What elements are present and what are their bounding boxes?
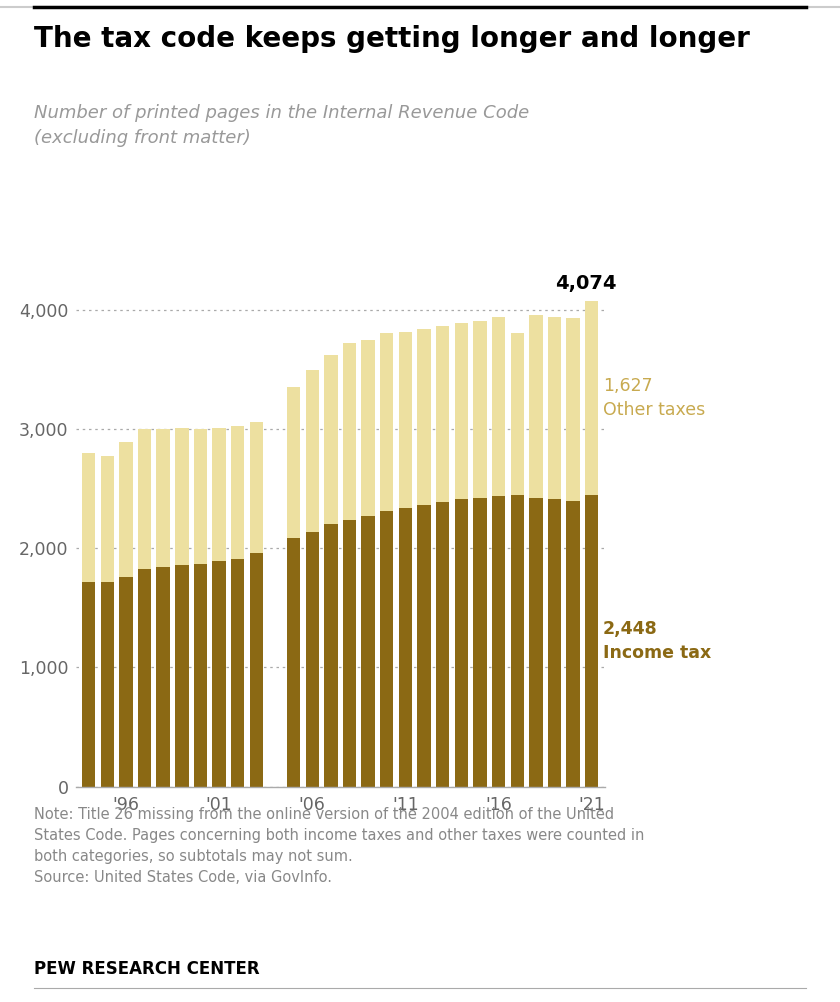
Text: The tax code keeps getting longer and longer: The tax code keeps getting longer and lo… [34,25,749,53]
Bar [417,505,431,787]
Bar [548,318,561,499]
Bar [119,442,133,577]
Text: 1,627
Other taxes: 1,627 Other taxes [603,377,706,419]
Bar [138,429,151,568]
Bar [511,333,524,495]
Bar [175,565,188,787]
Text: Note: Title 26 missing from the online version of the 2004 edition of the United: Note: Title 26 missing from the online v… [34,807,644,885]
Bar [436,502,449,787]
Bar [306,370,319,532]
Bar [473,321,486,498]
Bar [119,577,133,787]
Text: PEW RESEARCH CENTER: PEW RESEARCH CENTER [34,960,260,978]
Bar [194,564,207,787]
Bar [156,429,170,567]
Bar [101,582,114,787]
Bar [417,329,431,505]
Bar [566,501,580,787]
Bar [436,326,449,502]
Bar [361,340,375,516]
Bar [343,344,356,520]
Bar [231,559,244,787]
Bar [343,520,356,787]
Bar [399,332,412,508]
Bar [529,315,543,498]
Bar [138,568,151,787]
Bar [213,561,226,787]
Bar [194,429,207,564]
Bar [548,499,561,787]
Bar [213,428,226,561]
Bar [249,422,263,553]
Bar [566,319,580,501]
Bar [529,498,543,787]
Bar [175,428,188,565]
Bar [492,318,506,496]
Bar [82,582,96,787]
Text: 4,074: 4,074 [555,274,617,293]
Bar [82,453,96,582]
Bar [156,567,170,787]
Bar [511,495,524,787]
Bar [231,426,244,559]
Bar [324,524,338,787]
Bar [361,516,375,787]
Bar [454,499,468,787]
Bar [324,356,338,524]
Bar [454,324,468,499]
Text: 2,448
Income tax: 2,448 Income tax [603,620,711,661]
Text: Number of printed pages in the Internal Revenue Code
(excluding front matter): Number of printed pages in the Internal … [34,104,529,147]
Bar [399,508,412,787]
Bar [287,538,301,787]
Bar [380,511,393,787]
Bar [380,333,393,511]
Bar [492,496,506,787]
Bar [287,388,301,538]
Bar [585,495,598,787]
Bar [249,553,263,787]
Bar [585,302,598,495]
Bar [473,498,486,787]
Bar [101,456,114,582]
Bar [306,532,319,787]
